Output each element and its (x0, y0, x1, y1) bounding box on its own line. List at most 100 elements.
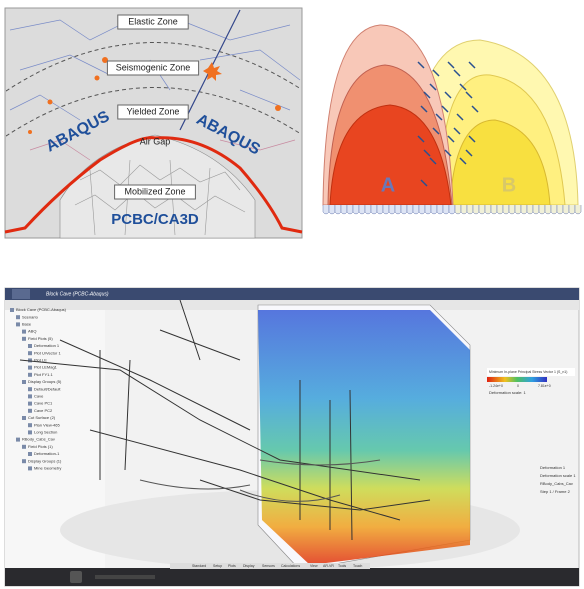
tree-item[interactable]: RBody_Cabs_Cav (22, 437, 55, 442)
toolbar-tab[interactable]: Display (243, 564, 255, 568)
toolbar-tab[interactable]: Tools (338, 564, 346, 568)
tree-icon (28, 358, 32, 363)
tree-icon (22, 444, 26, 449)
info-line: RBody_Cabs_Cav (540, 481, 573, 486)
arrow (417, 61, 425, 69)
zone-label: B (502, 174, 516, 196)
tree-item[interactable]: Plot LEMag1 (34, 365, 58, 370)
block (394, 205, 402, 215)
info-line: Deformation 1 (540, 465, 566, 470)
arrow (447, 135, 455, 143)
flow-arrows (417, 61, 479, 187)
tree-icon (28, 430, 32, 435)
toolbar-tab[interactable]: Setup (213, 564, 222, 568)
toolbar-tab[interactable]: Calculations (281, 564, 300, 568)
toolbar-tab[interactable]: Touch (353, 564, 362, 568)
block (532, 205, 540, 215)
tree-item[interactable]: Field Plots (5) (28, 336, 53, 341)
block (454, 205, 462, 215)
block (514, 205, 522, 215)
toolbar-tab[interactable]: Plots (228, 564, 236, 568)
tree-item[interactable]: Cut Surface (2) (28, 415, 56, 420)
block (544, 205, 552, 215)
arrow (447, 61, 455, 69)
arrow (453, 127, 461, 135)
app-logo (12, 289, 30, 299)
tree-icon (10, 308, 14, 312)
block (334, 205, 342, 215)
arrow (420, 179, 428, 187)
timeline (95, 575, 155, 579)
tree-icon (16, 315, 20, 320)
tree-item[interactable]: Default/Default (34, 386, 61, 391)
tree-item[interactable]: Long Section (34, 429, 57, 434)
code-label: PCBC/CA3D (111, 211, 199, 228)
tree-item[interactable]: Base (22, 321, 32, 326)
block (328, 205, 336, 215)
arrow (471, 105, 479, 113)
play-button[interactable] (70, 571, 82, 583)
block (562, 205, 570, 215)
zone-label: Mobilized Zone (124, 186, 185, 196)
legend-title: Minimum In-plane Principal Stress Vector… (489, 370, 567, 374)
tree-item[interactable]: Deformation-1 (34, 451, 60, 456)
tree-item[interactable]: Display Groups (1) (28, 458, 62, 463)
zone-label: Elastic Zone (128, 16, 178, 26)
info-line: Step 1 / Frame 2 (540, 489, 571, 494)
tree-item[interactable]: Cave (34, 393, 44, 398)
arrow (444, 149, 452, 157)
tree-icon (28, 466, 32, 471)
tree-icon (28, 365, 32, 370)
tab-strip (170, 563, 370, 569)
tree-item[interactable]: Plot U/Vector 1 (34, 350, 61, 355)
software-screenshot: Block Cave (PCBC-Abaqus) Block Cave (PCB… (4, 287, 580, 587)
tree-item[interactable]: Display Groups (5) (28, 379, 62, 384)
block (490, 205, 498, 215)
zone-label: Yielded Zone (127, 106, 180, 116)
zone-label: Air Gap (140, 136, 171, 146)
tree-item[interactable]: Mine Geometry (34, 465, 61, 470)
block (400, 205, 408, 215)
tree-item[interactable]: Block Cave (PCBC-Abaqus) (16, 307, 67, 312)
tree-item[interactable]: ABQ (28, 329, 36, 334)
arrow (432, 127, 440, 135)
toolbar (5, 568, 579, 586)
toolbar-tab[interactable]: Standard (192, 564, 206, 568)
tree-item[interactable]: Field Plots (1) (28, 444, 53, 449)
tree-item[interactable]: Cave PC1 (34, 401, 53, 406)
events (28, 57, 281, 134)
tree-icon (28, 423, 32, 428)
tree-icon (28, 351, 32, 356)
tree-item[interactable]: Cave PC2 (34, 408, 53, 413)
tree-item[interactable]: Plot FY1.1 (34, 372, 53, 377)
block (568, 205, 576, 215)
stress-field (258, 310, 470, 565)
arrow (423, 91, 431, 99)
tree-item[interactable]: Plot LE (34, 357, 47, 362)
block (322, 205, 330, 215)
toolbar-tab[interactable]: Sensors (262, 564, 275, 568)
info-line: Deformation scale 1 (540, 473, 576, 478)
zone-a-inner (329, 104, 452, 206)
block (346, 205, 354, 215)
block (436, 205, 444, 215)
tree-item[interactable]: Plan View-465 (34, 422, 60, 427)
overlap-diagram: A B (322, 24, 582, 215)
block (538, 205, 546, 215)
arrow (432, 69, 440, 77)
tree-item[interactable]: Deformation 1 (34, 343, 60, 348)
block (364, 205, 372, 215)
legend-note: Deformation scale: 1 (489, 390, 526, 395)
arrow (444, 91, 452, 99)
arrow (459, 83, 467, 91)
toolbar-tab[interactable]: View (310, 564, 318, 568)
arrow (417, 135, 425, 143)
block (424, 205, 432, 215)
block (388, 205, 396, 215)
block (508, 205, 516, 215)
tree-item[interactable]: Scenario (22, 314, 39, 319)
block (496, 205, 504, 215)
toolbar-tab[interactable]: AR-VR (323, 564, 334, 568)
